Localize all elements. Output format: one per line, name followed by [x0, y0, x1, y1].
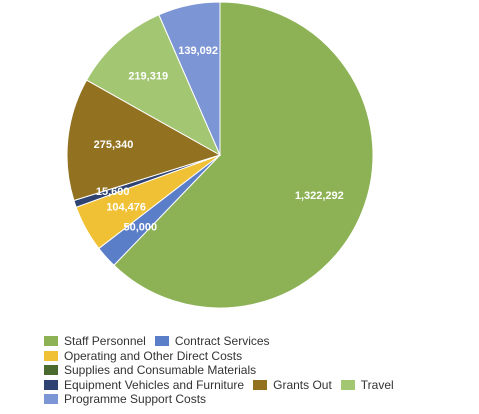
- pie-data-label: 139,092: [178, 45, 218, 57]
- legend-swatch: [154, 336, 169, 347]
- pie-chart-svg: 1,322,292 50,000 104,476 15,600 275,340 219,3…: [66, 1, 374, 309]
- legend-label: Travel: [360, 377, 394, 392]
- legend-swatch: [44, 365, 58, 376]
- legend-item[interactable]: Supplies and Consumable Materials: [44, 363, 256, 378]
- pie-data-label: 104,476: [106, 202, 146, 214]
- pie-data-label: 219,319: [128, 71, 168, 83]
- legend-row: Operating and Other Direct Costs: [44, 349, 464, 364]
- legend-label: Grants Out: [273, 377, 332, 392]
- legend-item[interactable]: Travel: [340, 377, 394, 393]
- pie-chart: 1,322,292 50,000 104,476 15,600 275,340 219,3…: [66, 1, 374, 309]
- legend-label: Staff Personnel: [64, 334, 146, 348]
- pie-data-label: 1,322,292: [295, 190, 344, 202]
- chart-legend: Staff Personnel Contract Services Operatin…: [44, 334, 464, 407]
- pie-slice-programme-support-costs: [158, 1, 221, 156]
- legend-swatch: [340, 379, 355, 390]
- legend-item[interactable]: Grants Out: [253, 378, 332, 393]
- pie-slice-grants-out: [66, 79, 222, 202]
- pie-data-label: 50,000: [123, 222, 157, 234]
- pie-slice-staff-personnel: [113, 1, 374, 309]
- legend-label: Supplies and Consumable Materials: [64, 363, 257, 377]
- pie-data-label: 15,600: [96, 186, 130, 198]
- pie-slice-travel: [85, 14, 222, 157]
- legend-row: Supplies and Consumable Materials: [44, 363, 464, 378]
- legend-label: Equipment Vehicles and Furniture: [64, 377, 245, 392]
- legend-row: Equipment Vehicles and Furniture Grants O…: [44, 378, 464, 393]
- legend-swatch: [44, 379, 58, 390]
- legend-item[interactable]: Equipment Vehicles and Furniture: [44, 378, 244, 393]
- legend-label: Programme Support Costs: [64, 392, 207, 406]
- legend-item[interactable]: Operating and Other Direct Costs: [44, 349, 242, 364]
- legend-item[interactable]: Contract Services: [154, 334, 270, 349]
- legend-label: Operating and Other Direct Costs: [64, 348, 243, 363]
- legend-item[interactable]: Programme Support Costs: [44, 392, 206, 407]
- legend-swatch: [44, 394, 58, 405]
- legend-swatch: [44, 336, 58, 347]
- legend-swatch: [253, 379, 268, 390]
- legend-label: Contract Services: [174, 334, 270, 348]
- pie-slices: [66, 1, 374, 309]
- pie-data-labels: 1,322,292 50,000 104,476 15,600 275,340 219,3…: [94, 45, 344, 233]
- legend-row: Staff Personnel Contract Services: [44, 334, 464, 349]
- legend-item[interactable]: Staff Personnel: [44, 334, 146, 349]
- legend-swatch: [44, 350, 58, 361]
- legend-row: Programme Support Costs: [44, 392, 464, 407]
- pie-data-label: 275,340: [94, 139, 134, 151]
